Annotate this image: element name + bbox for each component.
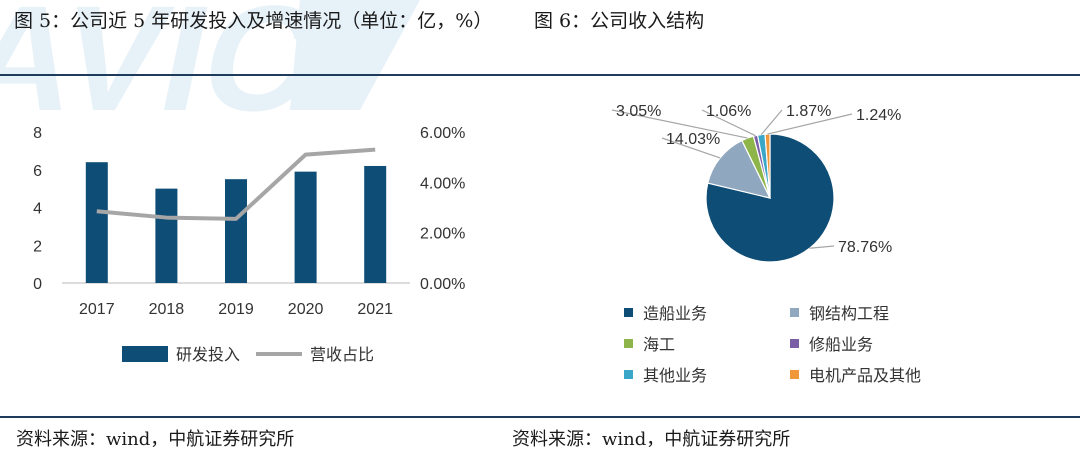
x-tick-label: 2020 [288, 301, 324, 318]
legend-label: 修船业务 [809, 335, 874, 354]
pie-data-label: 78.76% [838, 239, 892, 256]
legend-label: 钢结构工程 [809, 304, 890, 323]
source-note-right: 资料来源：wind，中航证券研究所 [512, 429, 791, 450]
y-left-tick-label: 0 [33, 276, 42, 293]
bar-2017 [85, 162, 108, 283]
pie-legend-item: 其他业务 [624, 362, 707, 386]
legend-label: 海工 [643, 335, 676, 354]
pie-legend-item: 钢结构工程 [790, 300, 889, 324]
figure-6-title: 图 6：公司收入结构 [534, 10, 705, 32]
series-line-revenue-share [96, 147, 376, 221]
pie-legend-item: 修船业务 [790, 331, 873, 355]
x-tick-label: 2017 [79, 301, 115, 318]
legend-label: 造船业务 [643, 304, 708, 323]
pie-data-label: 1.24% [856, 107, 901, 124]
legend-swatch [624, 339, 633, 348]
y-right-tick-label: 2.00% [420, 226, 465, 243]
pie-data-label: 1.06% [706, 103, 751, 120]
legend-swatch [790, 339, 799, 348]
legend-swatch [790, 308, 799, 317]
legend-swatch [790, 370, 799, 379]
pie-legend-item: 造船业务 [624, 300, 707, 324]
legend-swatch [624, 308, 633, 317]
pie-data-label: 3.05% [616, 103, 661, 120]
y-right-tick-label: 6.00% [420, 125, 465, 142]
y-right-tick-label: 0.00% [420, 276, 465, 293]
pie-slice-1 [707, 139, 772, 199]
bar-2021 [364, 165, 387, 283]
legend-swatch [624, 370, 633, 379]
y-left-tick-label: 6 [33, 163, 42, 180]
legend-swatch-bar [122, 346, 168, 362]
y-left-tick-label: 4 [33, 201, 42, 218]
pie-leader-line [611, 109, 748, 139]
x-tick-label: 2021 [357, 301, 393, 318]
pie-data-label: 14.03% [666, 131, 720, 148]
bar-2019 [225, 179, 247, 283]
source-note-left: 资料来源：wind，中航证券研究所 [16, 429, 295, 450]
legend-label: 其他业务 [643, 366, 708, 385]
rd-investment-chart: 0 2 4 6 8 0.00% 2.00% 4.00% 6.00% 2017 2018 2019 202… [33, 125, 465, 364]
pie-leader-line [760, 109, 783, 135]
legend-label: 电机产品及其他 [809, 366, 922, 385]
y-right-tick-label: 4.00% [420, 175, 465, 192]
bar-2018 [155, 188, 178, 283]
pie-leader-line [809, 245, 835, 249]
pie-legend-item: 电机产品及其他 [790, 362, 921, 386]
figure-5-title: 图 5：公司近 5 年研发投入及增速情况（单位：亿，%） [14, 10, 493, 32]
legend-label-bar: 研发投入 [176, 346, 240, 364]
y-left-tick-label: 2 [33, 238, 42, 255]
bottom-divider [0, 416, 1080, 418]
revenue-structure-pie: 78.76% 14.03% 3.05% 1.06% 1.87% 1.24% [611, 103, 901, 263]
x-tick-label: 2019 [218, 301, 254, 318]
pie-data-label: 1.87% [786, 103, 831, 120]
y-left-tick-label: 8 [33, 125, 42, 142]
pie-leader-line [767, 113, 853, 135]
pie-leader-line [701, 109, 756, 137]
legend-label-line: 营收占比 [310, 346, 374, 364]
top-divider [0, 74, 1080, 76]
x-tick-label: 2018 [149, 301, 185, 318]
bar-2020 [294, 171, 317, 283]
pie-leader-line [661, 137, 721, 159]
pie-legend-item: 海工 [624, 331, 675, 355]
